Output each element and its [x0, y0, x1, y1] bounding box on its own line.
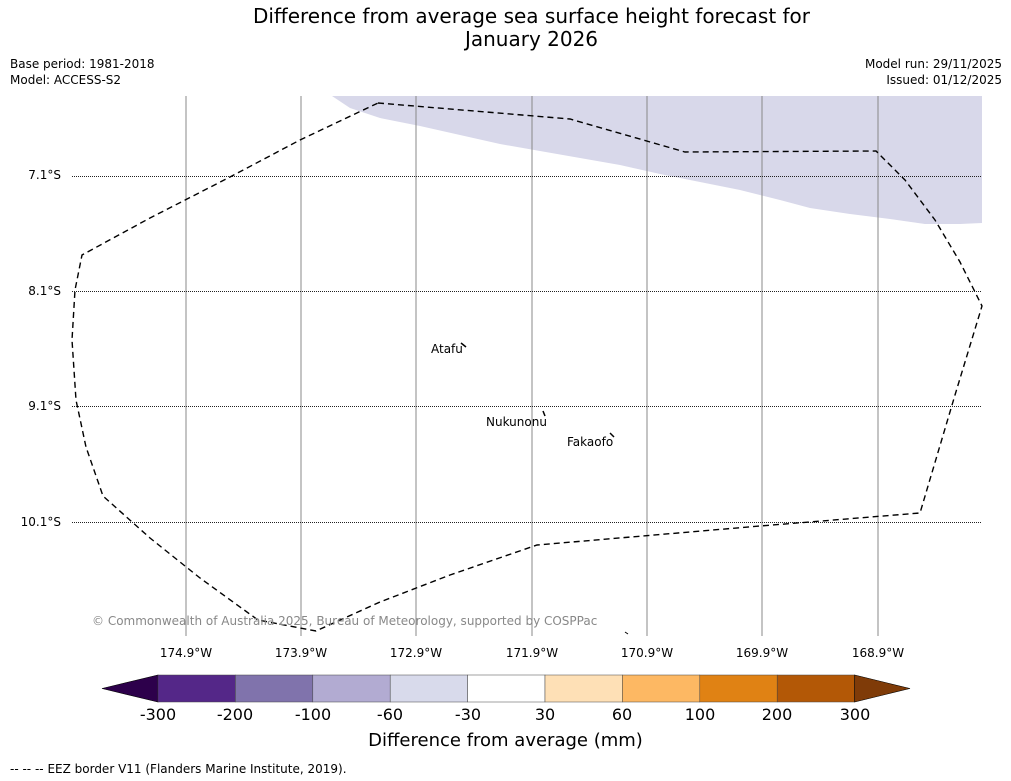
lat-tick-label: 10.1°S [20, 515, 61, 529]
model-run: Model run: 29/11/2025 [864, 57, 1002, 71]
latitude-gridlines [72, 176, 982, 523]
colorbar-label: -30 [454, 705, 482, 724]
colorbar-label: 100 [684, 705, 716, 724]
colorbar-label: -100 [294, 705, 332, 724]
lon-tick-label: 174.9°W [159, 646, 213, 660]
lat-tick-label: 7.1°S [28, 168, 61, 182]
chart-title: Difference from average sea surface heig… [0, 5, 1011, 51]
lon-tick-label: 168.9°W [851, 646, 905, 660]
lon-tick-label: 169.9°W [735, 646, 789, 660]
colorbar-label: 200 [761, 705, 793, 724]
title-line-1: Difference from average sea surface heig… [252, 4, 811, 28]
colorbar-label: -200 [216, 705, 254, 724]
lon-tick-label: 172.9°W [389, 646, 443, 660]
atafu-atoll [460, 342, 467, 348]
place-label-nukunonu: Nukunonu [486, 415, 547, 429]
place-label-atafu: Atafu [431, 342, 463, 356]
fakaofo-atoll [609, 432, 615, 438]
colorbar-label: -300 [139, 705, 177, 724]
eez-border [71, 102, 983, 632]
colorbar-label: 30 [534, 705, 556, 724]
anomaly-region [332, 96, 982, 224]
eez-legend-text: EEZ border V11 (Flanders Marine Institut… [47, 762, 347, 776]
place-label-fakaofo: Fakaofo [567, 435, 614, 449]
islet-mark [624, 631, 629, 635]
meta-left: Base period: 1981-2018 Model: ACCESS-S2 [10, 56, 155, 88]
copyright-notice: © Commonwealth of Australia 2025, Bureau… [92, 614, 598, 628]
issued-date: Issued: 01/12/2025 [886, 73, 1002, 87]
title-line-2: January 2026 [464, 27, 599, 51]
meta-right: Model run: 29/11/2025 Issued: 01/12/2025 [865, 56, 1002, 88]
colorbar-title: Difference from average (mm) [368, 730, 643, 751]
colorbar-label: -60 [376, 705, 404, 724]
lat-tick-label: 8.1°S [28, 284, 61, 298]
lon-tick-label: 171.9°W [505, 646, 559, 660]
colorbar-label: 60 [611, 705, 633, 724]
eez-legend-symbol: -- -- -- [10, 762, 44, 776]
lon-tick-label: 173.9°W [274, 646, 328, 660]
nukunonu-atoll [542, 410, 546, 417]
longitude-gridlines [185, 96, 879, 636]
lon-tick-label: 170.9°W [620, 646, 674, 660]
colorbar-label: 300 [839, 705, 871, 724]
lat-tick-label: 9.1°S [28, 399, 61, 413]
base-period: Base period: 1981-2018 [10, 57, 155, 71]
model-name: Model: ACCESS-S2 [10, 73, 122, 87]
legend-footer: -- -- -- EEZ border V11 (Flanders Marine… [10, 762, 347, 776]
